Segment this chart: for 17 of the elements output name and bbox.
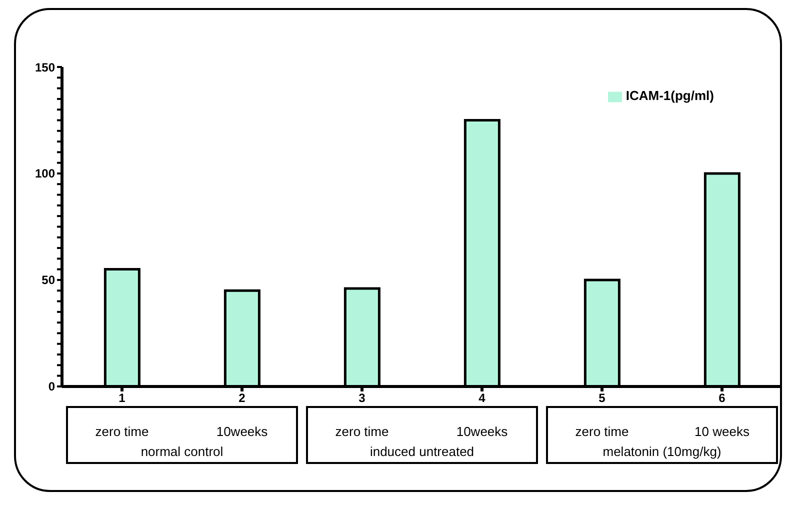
text: zero time (94, 424, 150, 439)
text: zero time (334, 424, 390, 439)
x-tick-label: 4 (478, 390, 486, 405)
x-tick-label: 2 (238, 390, 246, 405)
text: 10 weeks (694, 424, 750, 439)
x-tick-label: 1 (118, 390, 126, 405)
text: 10weeks (455, 424, 509, 439)
text: zero time (574, 424, 630, 439)
y-tick-label: 150 (34, 60, 56, 74)
x-tick-label: 3 (358, 390, 366, 405)
y-tick-label: 0 (48, 380, 56, 394)
x-tick-label: 5 (598, 390, 606, 405)
text: 10weeks (215, 424, 269, 439)
legend-label: ICAM-1(pg/ml) (626, 88, 714, 103)
y-tick-label: 50 (42, 273, 56, 288)
x-tick-label: 6 (718, 390, 726, 405)
y-tick-label: 100 (34, 166, 56, 181)
